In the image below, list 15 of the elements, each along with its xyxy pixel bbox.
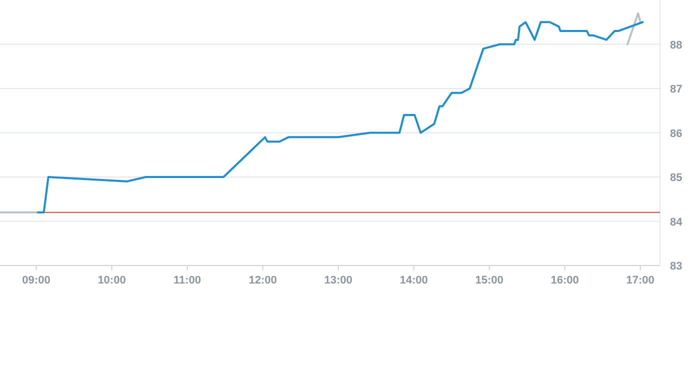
x-tick-label: 14:00 [400, 274, 428, 286]
y-tick-label: 84 [670, 216, 684, 228]
y-tick-label: 87 [670, 84, 682, 96]
x-tick-label: 16:00 [550, 274, 579, 286]
x-tick-label: 10:00 [98, 274, 126, 286]
x-tick-label: 09:00 [22, 274, 50, 286]
x-tick-label: 11:00 [174, 274, 202, 286]
y-tick-label: 86 [670, 128, 682, 140]
x-tick-label: 15:00 [475, 274, 504, 286]
x-tick-label: 17:00 [626, 274, 654, 286]
y-tick-label: 85 [670, 172, 682, 184]
x-tick-label: 12:00 [248, 274, 277, 286]
x-tick-label: 13:00 [324, 274, 352, 286]
y-tick-label: 88 [670, 39, 682, 52]
y-tick-label: 83 [670, 260, 682, 272]
